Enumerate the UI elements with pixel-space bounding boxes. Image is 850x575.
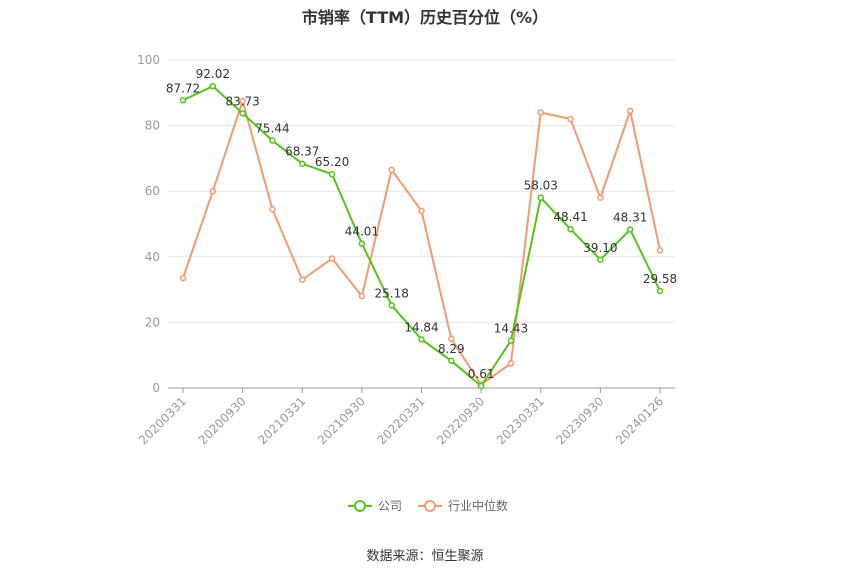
data-label: 48.31 [613, 211, 647, 225]
data-point-industry-median [418, 207, 425, 215]
data-point-industry-median [597, 194, 604, 202]
data-point-company [656, 287, 664, 295]
data-point-company [567, 225, 574, 233]
data-point-company [269, 137, 276, 144]
data-point-company [418, 336, 425, 343]
data-point-industry-median [239, 97, 246, 105]
data-point-company [299, 160, 306, 167]
legend-company-marker [354, 500, 366, 512]
data-point-industry-median [209, 187, 217, 195]
y-tick-label: 20 [145, 315, 160, 329]
data-point-industry-median [388, 166, 395, 174]
data-point-company [507, 337, 515, 344]
chart-title: 市销率（TTM）历史百分位（%） [301, 8, 549, 27]
x-tick-label: 20220930 [434, 394, 487, 447]
y-tick-label: 100 [137, 53, 160, 67]
legend-company-label: 公司 [378, 499, 402, 513]
x-tick-label: 20200331 [136, 394, 189, 447]
data-label: 83.73 [225, 94, 259, 108]
data-label: 58.03 [524, 179, 558, 193]
data-point-company [537, 194, 544, 201]
data-point-company [597, 256, 604, 264]
data-point-company [626, 226, 634, 233]
data-point-industry-median [299, 276, 306, 284]
data-point-industry-median [567, 115, 574, 123]
data-point-company [179, 97, 187, 104]
data-point-industry-median [537, 109, 544, 116]
x-tick-label: 20220331 [375, 394, 428, 447]
y-tick-label: 80 [145, 119, 160, 133]
data-point-company [358, 240, 366, 247]
data-point-company [388, 302, 395, 309]
data-point-industry-median [179, 274, 187, 282]
data-label: 75.44 [255, 122, 289, 136]
data-label: 44.01 [345, 225, 379, 239]
data-label: 25.18 [375, 286, 409, 300]
data-label: 39.10 [583, 241, 617, 255]
x-tick-label: 20240126 [613, 394, 666, 447]
data-point-company [239, 110, 246, 117]
data-point-company [328, 170, 336, 178]
data-source: 数据来源：恒生聚源 [366, 549, 484, 564]
x-tick-label: 20210331 [255, 394, 308, 447]
y-tick-label: 0 [152, 381, 160, 395]
data-point-industry-median [328, 255, 336, 262]
data-point-industry-median [269, 205, 276, 213]
data-label: 8.29 [438, 342, 465, 356]
data-point-industry-median [656, 246, 664, 254]
y-tick-label: 40 [145, 250, 160, 264]
data-label: 48.41 [553, 210, 587, 224]
y-tick-label: 60 [145, 184, 160, 198]
data-point-company [448, 357, 455, 365]
legend-industry-median-label: 行业中位数 [448, 498, 508, 513]
x-tick-label: 20230331 [494, 394, 547, 447]
data-point-industry-median [507, 360, 515, 367]
data-point-industry-median [448, 335, 455, 343]
data-label: 0.61 [468, 367, 495, 381]
data-label: 87.72 [166, 81, 200, 95]
data-label: 29.58 [643, 272, 677, 286]
data-label: 92.02 [196, 67, 230, 81]
data-label: 65.20 [315, 155, 349, 169]
legend-industry-median-marker [424, 500, 436, 512]
data-label: 14.43 [494, 322, 528, 336]
x-tick-label: 20210930 [315, 394, 368, 447]
data-point-industry-median [358, 292, 366, 300]
data-label: 68.37 [285, 145, 319, 159]
x-tick-label: 20200930 [196, 394, 249, 447]
x-tick-label: 20230930 [553, 394, 606, 447]
data-point-company [477, 382, 485, 390]
data-label: 14.84 [404, 320, 438, 334]
data-point-company [209, 82, 217, 90]
data-point-industry-median [626, 107, 634, 115]
